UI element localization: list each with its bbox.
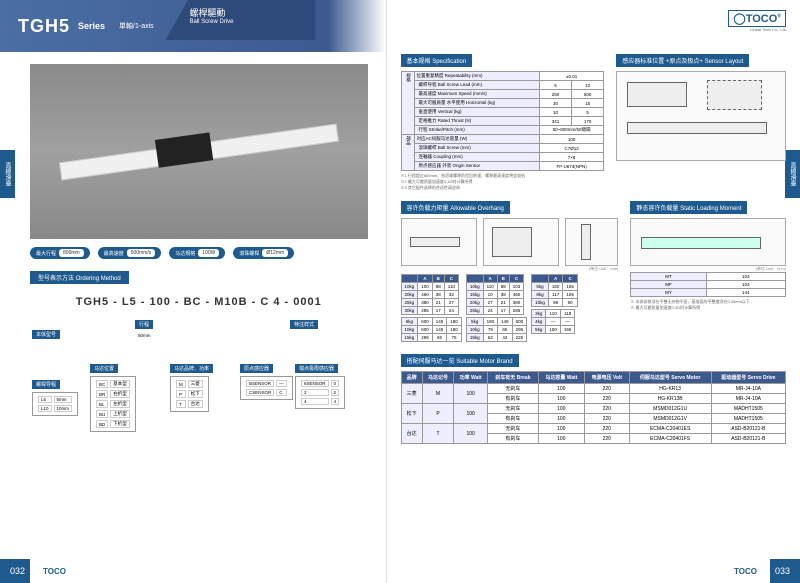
row-overhang-static: 容许负载力矩量 Allowable Overhang (单位 Unit：mm) … [401, 201, 787, 344]
limit-opts: 6SENSOR02244 [295, 376, 345, 409]
static-heading: 静态容许负载量 Static Loading Moment [630, 201, 747, 214]
overhang-heading: 容许负载力矩量 Allowable Overhang [401, 201, 510, 214]
spec-footnotes: ※1 行程超过600mm、依滾珠螺桿危险回转速、螺桿最高速度将会较低※2 最大可… [401, 173, 605, 191]
product-photo [30, 64, 368, 239]
part-number-tree: 本体型号 行程 马达位置 螺桿导程 马达品牌、功率 原点感应器 端点极限感应器 … [30, 312, 368, 432]
ordering-section: 型号表示方法 Ordering Method [30, 271, 129, 284]
side-tab-left: 直線滑臺 [0, 150, 15, 198]
row-spec-sensor: 基本规格 Specification 规格位置重复精度 Repeatabilit… [401, 54, 787, 191]
static-diagram [630, 218, 786, 266]
overhang-diag-h [401, 218, 477, 266]
page-right: ◯TOCO® Linear Tech Co., Ltd 直線滑臺 基本规格 Sp… [387, 0, 800, 583]
side-tab-right: 直線滑臺 [785, 150, 800, 198]
header-bar: TGH5 Series 単軸/1-axis 螺桿驅動 Ball Screw Dr… [0, 0, 386, 52]
motorbrand-opts: M三菱P松下T台达 [170, 376, 209, 412]
sensor-diagram [616, 71, 786, 161]
overhang-diag-v [565, 218, 619, 266]
spec-pill: 最大行程800mm [30, 247, 90, 259]
product-model: TGH5 [18, 16, 70, 37]
origin-opts: BSENSOR—CSENSORC [240, 376, 293, 400]
page-num-right: 033 [765, 566, 800, 576]
motorpos-opts: BC基本型BR右折型BL左折型BU上折型BD下折型 [90, 376, 136, 432]
drive-cn: 螺桿驅動 [190, 6, 306, 19]
spec-pill: 马达規格100W [169, 247, 225, 259]
footer-right: TOCO 033 [387, 559, 800, 583]
page-left: TGH5 Series 単軸/1-axis 螺桿驅動 Ball Screw Dr… [0, 0, 387, 583]
footer-left: 032 TOCO [0, 559, 386, 583]
drive-en: Ball Screw Drive [190, 19, 306, 25]
row-motor: 搭配伺服马达一览 Suitable Motor Brand 品牌马达记号功率 W… [401, 354, 787, 444]
motor-heading: 搭配伺服马达一览 Suitable Motor Brand [401, 354, 519, 367]
right-topbar: ◯TOCO® Linear Tech Co., Ltd [401, 12, 787, 54]
spec-pill: 最高速度500mm/s [98, 247, 162, 259]
brand-logo: ◯TOCO® [728, 10, 786, 27]
footer-logo: TOCO [43, 567, 66, 576]
spec-table: 规格位置重复精度 Repeatability (mm)±0.01螺桿导程 Bal… [401, 71, 605, 171]
static-table: MT103MF103MY144 [630, 272, 786, 297]
spec-pills: 最大行程800mm 最高速度500mm/s 马达規格100W 滾珠螺桿Ø12mm [30, 247, 368, 259]
header-cutout: 螺桿驅動 Ball Screw Drive [166, 0, 316, 40]
part-number: TGH5 - L5 - 100 - BC - M10B - C 4 - 0001 [30, 296, 368, 308]
catalog-spread: TGH5 Series 単軸/1-axis 螺桿驅動 Ball Screw Dr… [0, 0, 800, 583]
footer-logo-r: TOCO [734, 567, 757, 576]
overhang-tables: ABC10kg1008811020kg460383225kg380212730k… [401, 274, 619, 344]
actuator-render [59, 123, 339, 180]
series-label: Series [78, 21, 105, 31]
spec-heading: 基本规格 Specification [401, 54, 473, 67]
axis-sub: 単軸/1-axis [119, 21, 154, 31]
overhang-diag-w [483, 218, 559, 266]
screw-opts: L55mmL1010mm [32, 392, 78, 416]
sensor-heading: 感应器标准位置 +原点及极点+ Sensor Layout [616, 54, 749, 67]
motor-table: 品牌马达记号功率 Watt刹车有无 Break马达容量 Watt电源电压 Vol… [401, 371, 787, 444]
spec-pill: 滾珠螺桿Ø12mm [233, 247, 294, 259]
page-num-left: 032 [0, 566, 35, 576]
